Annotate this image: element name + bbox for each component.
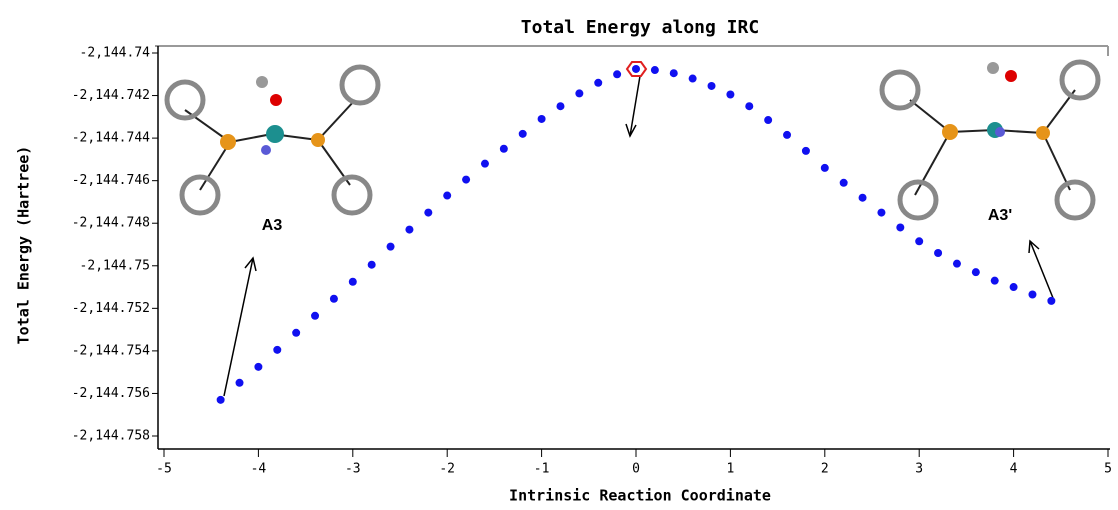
- point: [556, 102, 564, 110]
- point: [896, 223, 904, 231]
- point: [670, 69, 678, 77]
- point: [594, 79, 602, 87]
- point: [953, 260, 961, 268]
- point: [1028, 291, 1036, 299]
- x-tick-label: 5: [1104, 462, 1112, 477]
- point: [689, 75, 697, 83]
- point: [821, 164, 829, 172]
- point: [1010, 283, 1018, 291]
- arrows: [224, 76, 1053, 396]
- point: [934, 249, 942, 257]
- y-tick-label: -2,144.744: [72, 131, 150, 146]
- point: [443, 192, 451, 200]
- point: [405, 226, 413, 234]
- x-tick-label: -3: [345, 462, 361, 477]
- point: [481, 160, 489, 168]
- x-tick-label: -4: [251, 462, 267, 477]
- point: [292, 329, 300, 337]
- x-tick-label: 0: [632, 462, 640, 477]
- point: [859, 194, 867, 202]
- x-axis-label: Intrinsic Reaction Coordinate: [509, 487, 771, 505]
- annotation: A3': [988, 207, 1012, 224]
- y-tick-label: -2,144.748: [72, 216, 150, 231]
- y-tick-label: -2,144.752: [72, 301, 150, 316]
- point: [613, 70, 621, 78]
- y-tick-label: -2,144.75: [80, 258, 150, 273]
- point: [330, 295, 338, 303]
- point: [273, 346, 281, 354]
- point: [632, 65, 640, 73]
- y-tick-label: -2,144.756: [72, 386, 150, 401]
- y-tick-label: -2,144.74: [80, 46, 151, 61]
- y-tick-label: -2,144.758: [72, 429, 150, 444]
- y-tick-label: -2,144.742: [72, 88, 150, 103]
- point: [745, 102, 753, 110]
- point: [991, 277, 999, 285]
- x-tick-label: -2: [439, 462, 455, 477]
- point: [236, 379, 244, 387]
- point: [254, 363, 262, 371]
- point: [840, 179, 848, 187]
- point: [519, 130, 527, 138]
- molecule-left: [167, 67, 378, 213]
- point: [877, 209, 885, 217]
- point: [651, 66, 659, 74]
- x-tick-label: 3: [915, 462, 923, 477]
- point: [708, 82, 716, 90]
- x-tick-label: 1: [726, 462, 734, 477]
- point: [972, 268, 980, 276]
- point: [802, 147, 810, 155]
- y-axis-label: Total Energy (Hartree): [15, 146, 33, 345]
- point: [500, 145, 508, 153]
- x-tick-label: -1: [534, 462, 550, 477]
- point: [915, 237, 923, 245]
- point: [783, 131, 791, 139]
- point: [1047, 297, 1055, 305]
- x-tick-label: 2: [821, 462, 829, 477]
- point: [726, 90, 734, 98]
- point: [311, 312, 319, 320]
- point: [575, 89, 583, 97]
- point: [387, 243, 395, 251]
- y-tick-label: -2,144.754: [72, 343, 150, 358]
- point: [462, 176, 470, 184]
- point: [368, 261, 376, 269]
- annotation: A3: [262, 217, 283, 234]
- y-tick-label: -2,144.746: [72, 173, 150, 188]
- point: [424, 209, 432, 217]
- point: [349, 278, 357, 286]
- x-tick-label: -5: [156, 462, 172, 477]
- chart: Total Energy along IRC Intrinsic Reactio…: [0, 0, 1118, 510]
- molecule-right: [882, 62, 1098, 218]
- x-tick-label: 4: [1010, 462, 1018, 477]
- point: [217, 396, 225, 404]
- point: [764, 116, 772, 124]
- chart-title: Total Energy along IRC: [521, 17, 759, 38]
- point: [538, 115, 546, 123]
